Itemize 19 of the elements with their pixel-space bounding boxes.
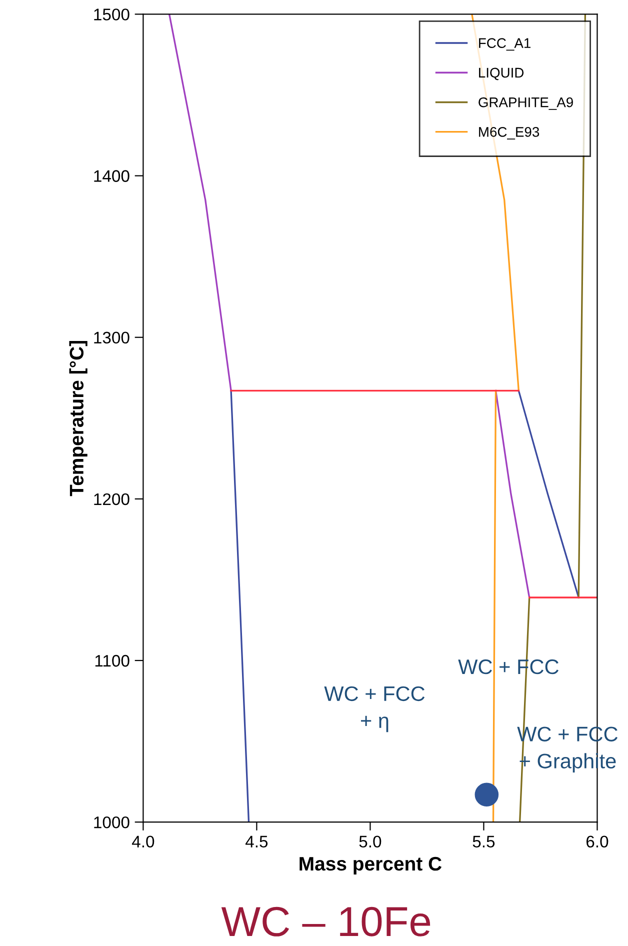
y-tick-label: 1000	[94, 816, 130, 828]
text: WC – 10Fe	[221, 906, 430, 936]
y-tick-label: 1400	[94, 170, 130, 182]
x-tick-label: 6.0	[586, 836, 608, 848]
x-tick-label: 5.0	[359, 836, 382, 848]
x-tick-label: 4.0	[132, 836, 154, 848]
x-tick-label: 5.5	[472, 836, 495, 848]
y-tick-label: 1300	[94, 332, 130, 344]
annotation: WC + FCC + η	[324, 686, 425, 732]
y-tick-label: 1500	[94, 8, 130, 20]
legend-label: GRAPHITE_A9	[478, 97, 573, 110]
x-tick-label: 4.5	[245, 836, 268, 848]
legend-label: FCC_A1	[479, 38, 530, 51]
x-axis-title: Mass percent C	[300, 856, 442, 874]
legend-label: M6C_E93	[479, 127, 540, 140]
y-axis-title: Temperature [°C]	[69, 340, 88, 496]
y-tick-label: 1100	[95, 654, 130, 667]
legend-label: LIQUID	[479, 68, 524, 80]
y-tick-label: 1200	[94, 493, 130, 506]
